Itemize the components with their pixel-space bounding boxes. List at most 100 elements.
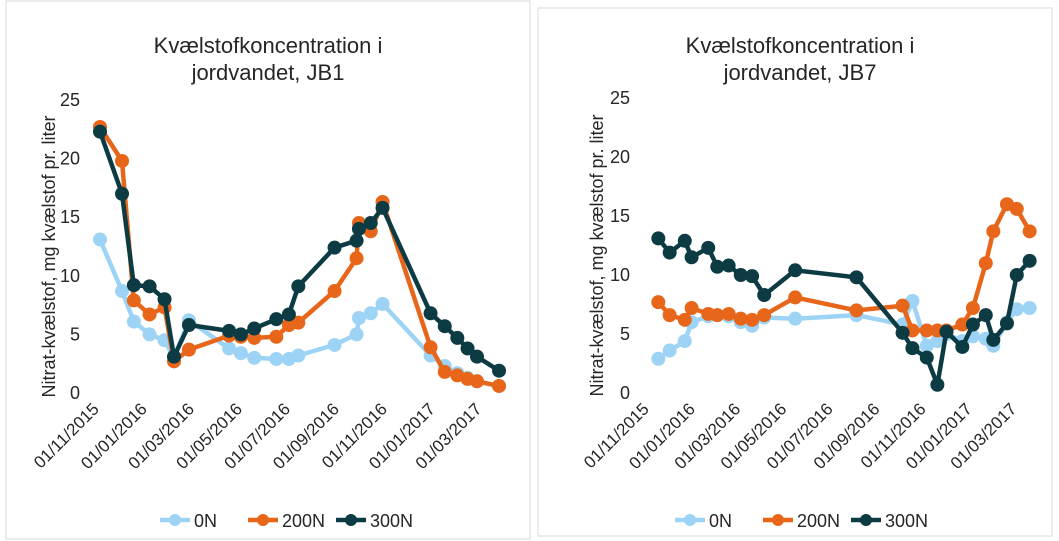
data-point bbox=[269, 352, 284, 367]
y-axis-label: Nitrat-kvælstof, mg kvælstof pr. liter bbox=[39, 115, 59, 397]
data-point bbox=[93, 124, 107, 139]
data-point bbox=[157, 292, 172, 307]
data-point bbox=[351, 221, 366, 236]
chart-title: Kvælstofkoncentration i jordvandet, JB7 bbox=[685, 33, 915, 85]
data-point bbox=[905, 341, 920, 356]
y-tick-label: 5 bbox=[620, 324, 630, 344]
legend-marker bbox=[684, 514, 696, 526]
data-point bbox=[423, 340, 438, 355]
data-point bbox=[662, 343, 677, 358]
data-point bbox=[222, 323, 237, 338]
data-point bbox=[895, 325, 910, 340]
data-point bbox=[492, 363, 507, 378]
data-point bbox=[895, 298, 910, 313]
data-point bbox=[788, 311, 803, 326]
data-point bbox=[849, 303, 864, 318]
data-point bbox=[470, 374, 485, 389]
data-point bbox=[181, 342, 196, 357]
data-point bbox=[684, 301, 699, 316]
data-point bbox=[492, 378, 507, 393]
data-point bbox=[710, 308, 725, 323]
data-point bbox=[363, 216, 378, 231]
data-point bbox=[375, 296, 390, 311]
data-point bbox=[1022, 253, 1037, 268]
legend-marker bbox=[860, 514, 872, 526]
data-point bbox=[939, 324, 954, 339]
data-point bbox=[93, 232, 107, 247]
legend-label: 200N bbox=[797, 511, 840, 531]
data-point bbox=[733, 311, 748, 326]
data-point bbox=[233, 346, 248, 361]
data-point bbox=[677, 312, 692, 327]
data-point bbox=[1009, 268, 1024, 282]
data-point bbox=[745, 312, 760, 327]
data-point bbox=[930, 377, 945, 392]
data-point bbox=[327, 284, 342, 299]
data-point bbox=[291, 315, 306, 330]
data-point bbox=[978, 308, 993, 323]
data-point bbox=[375, 200, 390, 215]
data-point bbox=[126, 293, 141, 308]
data-point bbox=[351, 310, 366, 325]
y-tick-label: 0 bbox=[70, 383, 80, 403]
data-point bbox=[460, 341, 475, 356]
data-point bbox=[677, 233, 692, 248]
data-point bbox=[327, 240, 342, 255]
y-tick-label: 5 bbox=[70, 324, 80, 344]
data-point bbox=[327, 337, 342, 352]
panel-frame bbox=[537, 7, 1053, 537]
data-point bbox=[115, 186, 130, 201]
data-point bbox=[247, 321, 262, 336]
data-point bbox=[291, 348, 306, 363]
data-point bbox=[166, 349, 181, 364]
legend-label: 0N bbox=[194, 511, 217, 531]
y-tick-label: 15 bbox=[610, 206, 630, 226]
data-point bbox=[684, 250, 699, 265]
legend-marker bbox=[257, 514, 269, 526]
data-point bbox=[1009, 302, 1024, 317]
y-tick-label: 25 bbox=[610, 88, 630, 108]
y-axis-label: Nitrat-kvælstof, mg kvælstof pr. liter bbox=[587, 114, 607, 396]
data-point bbox=[986, 332, 1001, 347]
data-point bbox=[651, 295, 666, 310]
data-point bbox=[733, 268, 748, 282]
data-point bbox=[222, 341, 237, 356]
data-point bbox=[919, 338, 934, 353]
data-point bbox=[757, 288, 772, 303]
data-point bbox=[349, 251, 364, 266]
data-point bbox=[651, 231, 666, 246]
data-point bbox=[965, 317, 980, 332]
data-point bbox=[662, 308, 677, 323]
data-point bbox=[662, 245, 677, 260]
data-point bbox=[142, 307, 157, 322]
data-point bbox=[999, 316, 1014, 331]
legend-label: 0N bbox=[709, 511, 732, 531]
data-point bbox=[269, 312, 284, 327]
data-point bbox=[349, 233, 364, 248]
y-tick-label: 10 bbox=[60, 266, 80, 286]
data-point bbox=[437, 319, 452, 334]
data-point bbox=[955, 317, 970, 332]
data-point bbox=[965, 301, 980, 316]
series-line bbox=[97, 130, 501, 373]
data-point bbox=[233, 327, 248, 342]
data-point bbox=[721, 258, 736, 273]
data-point bbox=[470, 349, 485, 364]
data-point bbox=[363, 306, 378, 321]
y-tick-label: 20 bbox=[610, 147, 630, 167]
data-point bbox=[955, 339, 970, 354]
legend-label: 300N bbox=[885, 511, 928, 531]
data-point bbox=[677, 334, 692, 349]
y-tick-label: 15 bbox=[60, 207, 80, 227]
data-point bbox=[291, 279, 306, 294]
data-point bbox=[269, 329, 284, 344]
data-point bbox=[651, 351, 666, 366]
data-point bbox=[1022, 224, 1037, 239]
series-line bbox=[98, 125, 500, 389]
data-point bbox=[757, 308, 772, 323]
data-point bbox=[701, 240, 716, 255]
data-point bbox=[142, 279, 157, 294]
